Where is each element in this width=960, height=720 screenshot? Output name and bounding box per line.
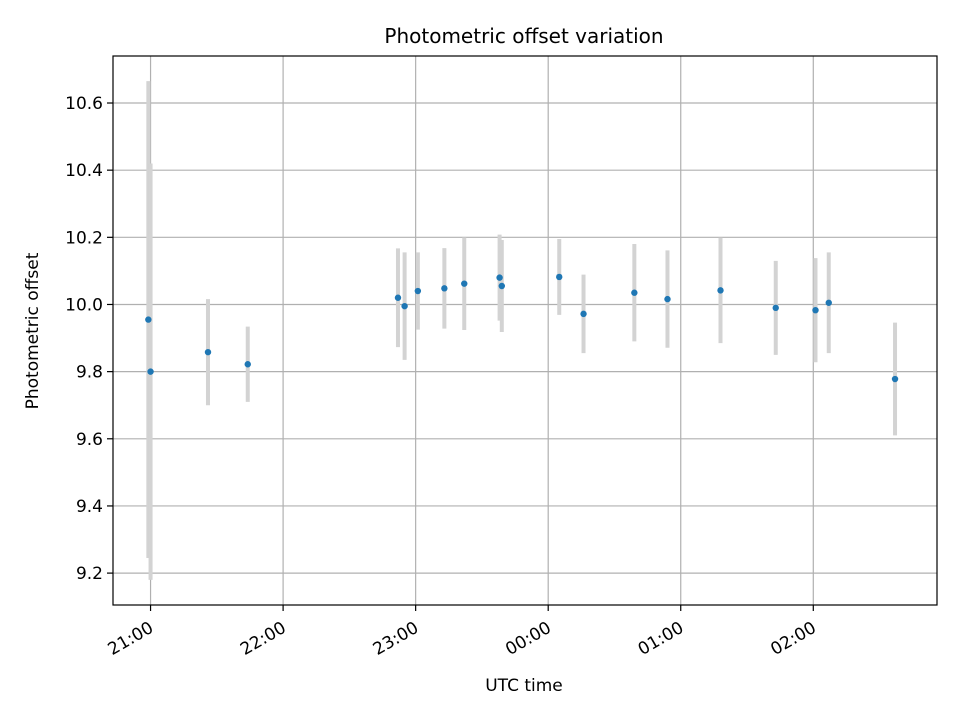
- y-axis: 9.2 9.4 9.6 9.8 10.0 10.2 10.4 10.6: [65, 94, 113, 584]
- data-point: [461, 280, 468, 287]
- y-tick-label: 9.2: [76, 564, 103, 584]
- y-tick-label: 9.6: [76, 430, 103, 450]
- data-point: [498, 282, 506, 290]
- data-point: [556, 273, 563, 281]
- data-point: [891, 375, 899, 383]
- y-tick-label: 10.4: [65, 161, 103, 181]
- data-point: [580, 310, 587, 318]
- data-point: [772, 304, 779, 312]
- data-point: [147, 368, 154, 375]
- y-tick-label: 9.8: [76, 363, 103, 383]
- data-point: [145, 316, 152, 323]
- data-point: [812, 306, 819, 314]
- data-point: [414, 287, 422, 295]
- grid-lines: [113, 56, 937, 605]
- data-point: [244, 361, 251, 368]
- y-tick-label: 10.2: [65, 228, 103, 248]
- data-point: [401, 302, 408, 310]
- data-point: [441, 285, 448, 292]
- y-tick-label: 10.6: [65, 94, 103, 114]
- data-point: [631, 289, 638, 296]
- data-point: [664, 295, 671, 303]
- y-tick-label: 10.0: [65, 295, 103, 315]
- data-point: [496, 274, 503, 281]
- y-axis-label: Photometric offset: [23, 252, 43, 409]
- data-point: [394, 294, 402, 301]
- data-points: [145, 273, 899, 383]
- data-point: [204, 348, 212, 356]
- chart-title: Photometric offset variation: [384, 24, 663, 48]
- plot-frame: [112, 55, 938, 606]
- data-point: [717, 287, 724, 294]
- data-point: [825, 299, 832, 306]
- y-tick-label: 9.4: [76, 497, 103, 517]
- x-axis-label: UTC time: [485, 676, 563, 696]
